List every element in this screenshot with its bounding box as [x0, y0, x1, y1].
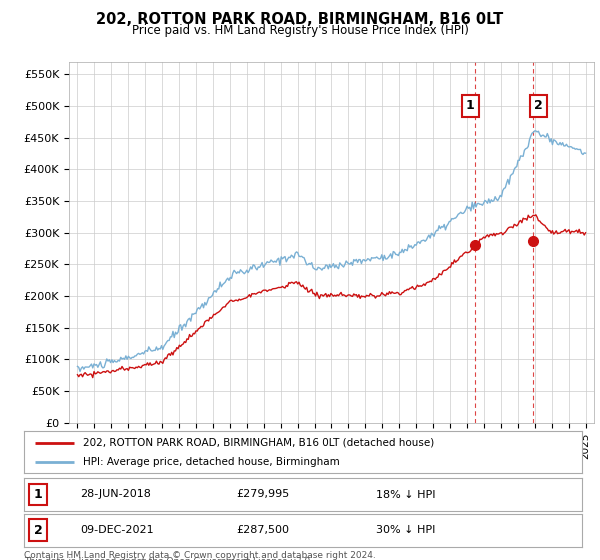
Text: 1: 1	[34, 488, 43, 501]
Text: HPI: Average price, detached house, Birmingham: HPI: Average price, detached house, Birm…	[83, 457, 340, 467]
Text: 1: 1	[466, 100, 475, 113]
Text: This data is licensed under the Open Government Licence v3.0.: This data is licensed under the Open Gov…	[24, 557, 313, 560]
Text: 09-DEC-2021: 09-DEC-2021	[80, 525, 154, 535]
Text: 2: 2	[534, 100, 543, 113]
Text: £279,995: £279,995	[236, 489, 289, 500]
Text: £287,500: £287,500	[236, 525, 289, 535]
Text: 202, ROTTON PARK ROAD, BIRMINGHAM, B16 0LT (detached house): 202, ROTTON PARK ROAD, BIRMINGHAM, B16 0…	[83, 437, 434, 447]
Text: Price paid vs. HM Land Registry's House Price Index (HPI): Price paid vs. HM Land Registry's House …	[131, 24, 469, 36]
Text: 2: 2	[34, 524, 43, 537]
Text: 202, ROTTON PARK ROAD, BIRMINGHAM, B16 0LT: 202, ROTTON PARK ROAD, BIRMINGHAM, B16 0…	[97, 12, 503, 27]
Text: Contains HM Land Registry data © Crown copyright and database right 2024.: Contains HM Land Registry data © Crown c…	[24, 551, 376, 560]
Text: 18% ↓ HPI: 18% ↓ HPI	[376, 489, 435, 500]
Text: 28-JUN-2018: 28-JUN-2018	[80, 489, 151, 500]
Text: 30% ↓ HPI: 30% ↓ HPI	[376, 525, 435, 535]
